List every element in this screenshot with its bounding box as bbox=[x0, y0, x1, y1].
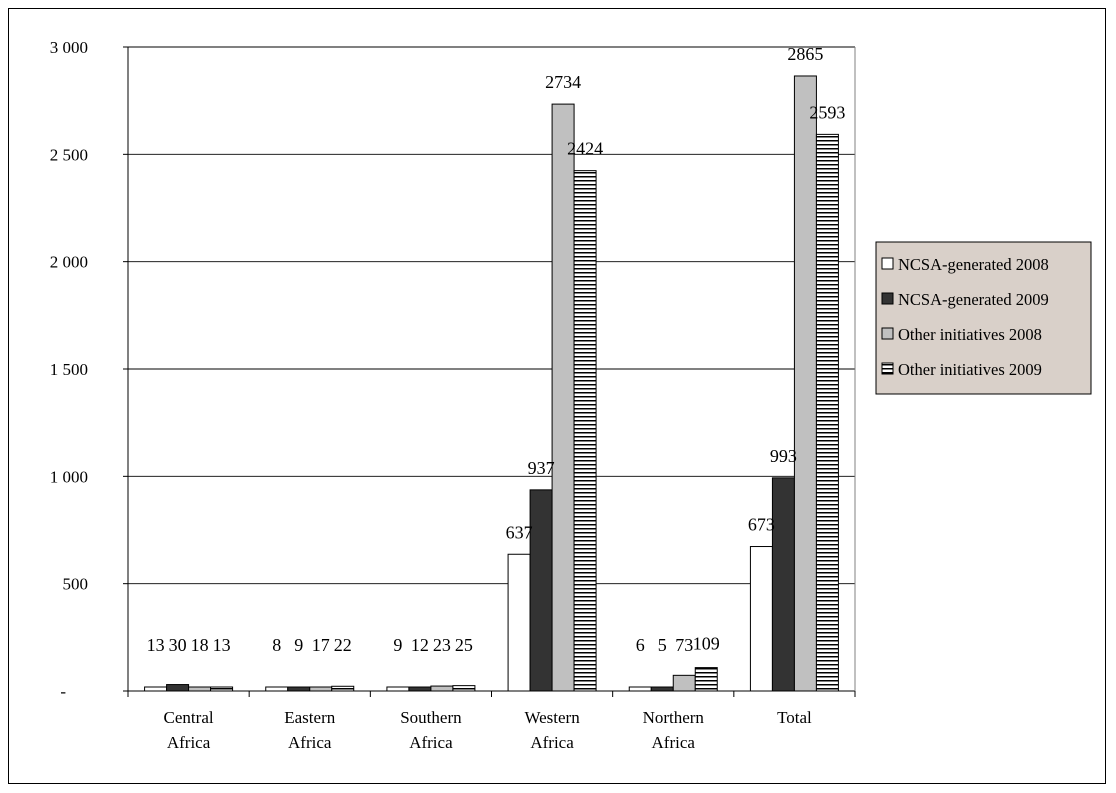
data-label: 12 bbox=[411, 635, 429, 655]
y-tick-label: - bbox=[60, 682, 66, 701]
x-category-label: Western bbox=[524, 708, 580, 727]
bar bbox=[815, 133, 839, 692]
x-category-labels: Central Africa Eastern Africa Southern Africa… bbox=[164, 708, 812, 752]
y-tick-labels: - 500 1 000 1 500 2 000 2 500 3 000 bbox=[50, 38, 88, 701]
bar bbox=[144, 686, 168, 692]
data-label: 6 bbox=[636, 635, 645, 655]
legend-label: Other initiatives 2009 bbox=[898, 360, 1042, 379]
bar bbox=[573, 170, 597, 692]
data-label: 2865 bbox=[787, 44, 823, 64]
legend-swatch bbox=[881, 257, 894, 270]
data-label: 22 bbox=[334, 635, 352, 655]
bar bbox=[265, 686, 289, 692]
legend-swatch bbox=[881, 292, 894, 305]
data-label: 937 bbox=[528, 458, 555, 478]
x-category-label: Southern bbox=[400, 708, 462, 727]
bar bbox=[287, 686, 311, 692]
gridlines bbox=[128, 46, 855, 585]
x-category-label: Africa bbox=[652, 733, 696, 752]
bar bbox=[749, 546, 773, 692]
y-tick-label: 500 bbox=[63, 575, 89, 594]
data-label: 637 bbox=[506, 522, 533, 542]
bar bbox=[430, 685, 454, 692]
x-category-label: Northern bbox=[643, 708, 705, 727]
bar bbox=[628, 686, 652, 692]
bar bbox=[331, 685, 355, 692]
data-label: 13 bbox=[147, 635, 165, 655]
bar bbox=[210, 686, 234, 692]
data-label: 2593 bbox=[809, 102, 845, 122]
y-tick-label: 2 000 bbox=[50, 253, 88, 272]
bar bbox=[408, 686, 432, 692]
data-label: 673 bbox=[748, 515, 775, 535]
data-label: 13 bbox=[213, 635, 231, 655]
bar bbox=[188, 686, 212, 692]
x-category-label: Africa bbox=[530, 733, 574, 752]
data-label: 25 bbox=[455, 635, 473, 655]
bar bbox=[386, 686, 410, 692]
y-tick-label: 3 000 bbox=[50, 38, 88, 57]
data-label: 73 bbox=[675, 635, 693, 655]
data-label: 30 bbox=[169, 635, 187, 655]
data-label: 9 bbox=[393, 635, 402, 655]
legend-label: Other initiatives 2008 bbox=[898, 325, 1042, 344]
legend: NCSA-generated 2008 NCSA-generated 2009 Ot… bbox=[875, 241, 1092, 395]
y-tick-label: 1 500 bbox=[50, 360, 88, 379]
bar bbox=[650, 686, 674, 692]
y-tick-label: 2 500 bbox=[50, 145, 88, 164]
bar bbox=[452, 685, 476, 692]
bar bbox=[529, 489, 553, 692]
bar bbox=[793, 75, 817, 692]
legend-label: NCSA-generated 2008 bbox=[898, 255, 1049, 274]
bar bbox=[771, 477, 795, 692]
data-label: 23 bbox=[433, 635, 451, 655]
bar bbox=[309, 686, 333, 692]
bar bbox=[551, 103, 575, 692]
bar bbox=[507, 553, 531, 692]
data-label: 109 bbox=[693, 634, 720, 654]
data-label: 8 bbox=[272, 635, 281, 655]
x-category-label: Africa bbox=[167, 733, 211, 752]
legend-box bbox=[875, 241, 1092, 395]
data-label: 993 bbox=[770, 446, 797, 466]
x-category-label: Eastern bbox=[284, 708, 335, 727]
data-label: 18 bbox=[191, 635, 209, 655]
data-label: 2734 bbox=[545, 72, 581, 92]
y-tick-label: 1 000 bbox=[50, 467, 88, 486]
axes bbox=[123, 46, 856, 697]
legend-swatch bbox=[881, 362, 894, 375]
bar bbox=[672, 674, 696, 692]
bar bbox=[166, 684, 190, 692]
x-category-label: Central bbox=[164, 708, 214, 727]
bars bbox=[144, 75, 839, 692]
data-label: 5 bbox=[658, 635, 667, 655]
legend-swatch bbox=[881, 327, 894, 340]
bar bbox=[694, 667, 718, 692]
data-label: 2424 bbox=[567, 139, 603, 159]
data-label: 9 bbox=[294, 635, 303, 655]
data-label: 17 bbox=[312, 635, 330, 655]
x-category-label: Africa bbox=[409, 733, 453, 752]
x-category-label: Africa bbox=[288, 733, 332, 752]
x-category-label: Total bbox=[777, 708, 812, 727]
legend-label: NCSA-generated 2009 bbox=[898, 290, 1049, 309]
